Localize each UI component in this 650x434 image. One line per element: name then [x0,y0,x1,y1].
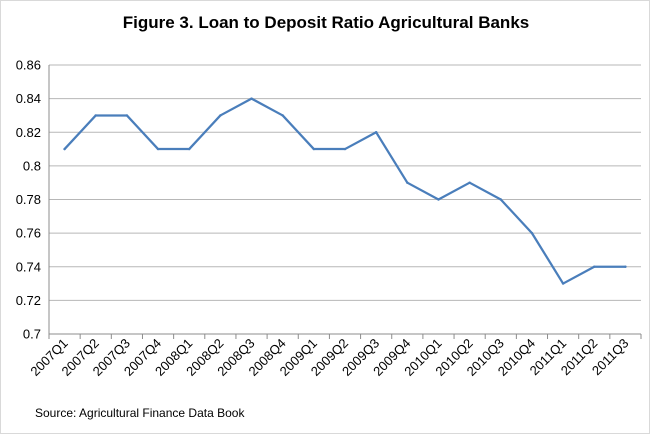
data-point [250,97,253,100]
data-point [468,181,471,184]
y-tick-label: 0.72 [16,293,41,308]
source-note: Source: Agricultural Finance Data Book [35,406,245,420]
data-point [281,114,284,117]
data-point [156,147,160,151]
y-tick-label: 0.7 [23,327,41,342]
y-tick-label: 0.78 [16,192,41,207]
data-point [343,147,347,151]
chart-title: Figure 3. Loan to Deposit Ratio Agricult… [122,13,530,32]
y-tick-label: 0.8 [23,158,41,173]
data-point [499,198,502,201]
y-tick-label: 0.86 [16,58,41,73]
series-line [63,97,627,285]
y-tick-label: 0.82 [16,125,41,140]
data-point [94,114,97,117]
data-point [593,265,596,268]
y-tick-label: 0.74 [16,259,41,274]
data-point [624,265,627,268]
data-point [63,147,66,151]
data-point [561,282,565,285]
data-point [530,231,534,235]
data-point [406,181,409,184]
data-point [312,147,316,151]
y-tick-label: 0.84 [16,91,41,106]
data-point [125,114,129,117]
y-tick-label: 0.76 [16,226,41,241]
data-point [437,198,440,201]
data-point [219,114,222,117]
data-point [188,147,191,151]
data-point [374,131,378,134]
